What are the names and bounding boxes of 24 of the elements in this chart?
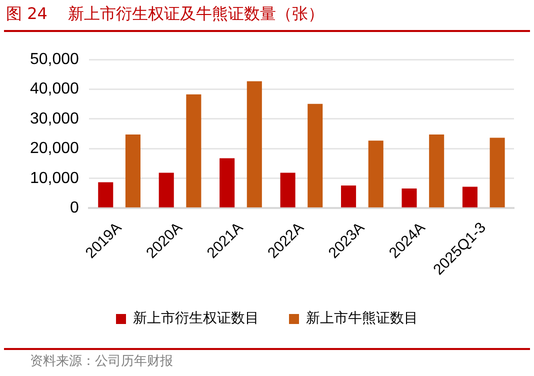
y-tick-label: 30,000: [30, 110, 80, 128]
bar: [368, 140, 384, 208]
bar: [186, 94, 202, 208]
bar: [125, 134, 140, 208]
bar: [98, 182, 114, 208]
bar: [246, 81, 262, 208]
y-tick-label: 20,000: [30, 140, 80, 158]
y-tick-label: 40,000: [30, 80, 80, 98]
bar: [462, 186, 478, 208]
y-tick-label: 0: [70, 200, 80, 217]
bar: [308, 104, 323, 208]
y-tick-label: 10,000: [30, 170, 80, 187]
bar: [158, 172, 174, 208]
bar: [402, 188, 417, 208]
bar: [429, 134, 444, 208]
text: 资料来源：公司历年财报: [30, 353, 173, 370]
legend-label: 新上市衍生权证数目: [133, 310, 259, 327]
bar: [341, 186, 356, 208]
y-tick-label: 50,000: [30, 51, 80, 68]
bar: [490, 138, 505, 208]
bar: [280, 172, 296, 208]
chart-title: 图 24 新上市衍生权证及牛熊证数量（张）: [6, 4, 324, 25]
bar: [220, 158, 235, 208]
legend-label: 新上市牛熊证数目: [306, 310, 418, 327]
